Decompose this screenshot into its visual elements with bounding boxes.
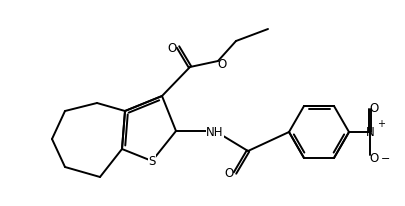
Text: O: O: [167, 41, 177, 54]
Text: O: O: [369, 102, 379, 115]
Text: +: +: [377, 118, 385, 128]
Text: N: N: [366, 126, 374, 139]
Text: O: O: [217, 57, 227, 70]
Text: −: −: [381, 153, 390, 163]
Text: S: S: [148, 155, 156, 168]
Text: O: O: [369, 151, 379, 164]
Text: NH: NH: [206, 125, 224, 138]
Text: O: O: [224, 167, 234, 180]
